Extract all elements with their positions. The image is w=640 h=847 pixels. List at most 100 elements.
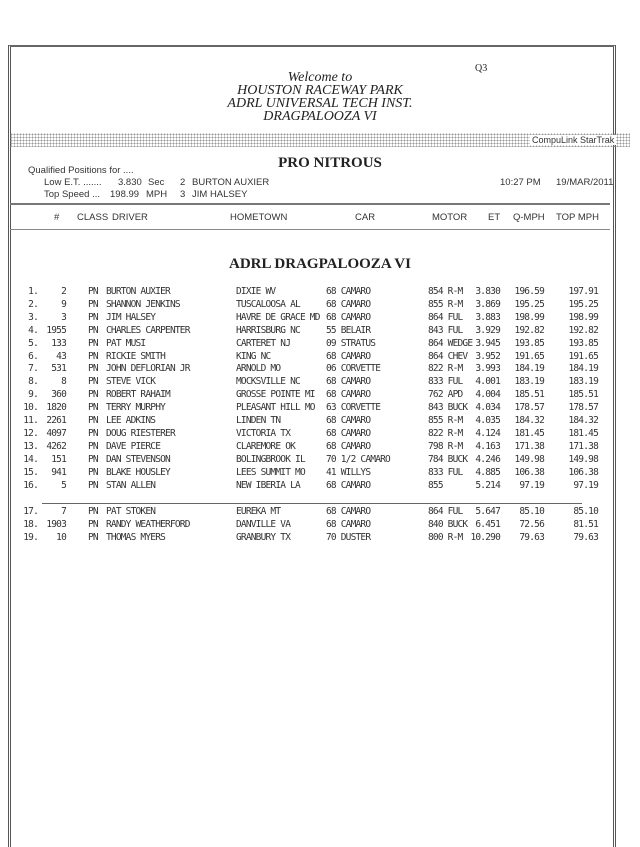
cell-rank: 5.: [28, 337, 39, 349]
cell-hometown: PLEASANT HILL MO: [236, 402, 316, 414]
cell-car-number: 531: [51, 363, 67, 375]
cell-hometown: ARNOLD MO: [236, 363, 281, 375]
cell-hometown: VICTORIA TX: [236, 427, 291, 439]
cell-driver: DOUG RIESTERER: [106, 427, 176, 439]
cell-motor: 864 WEDGE: [428, 337, 473, 349]
cell-q-mph: 97.19: [519, 479, 544, 491]
cell-top-mph: 183.19: [568, 376, 598, 388]
col-driver: DRIVER: [112, 212, 148, 223]
cell-top-mph: 193.85: [568, 337, 598, 349]
cell-q-mph: 181.45: [514, 427, 544, 439]
cell-q-mph: 106.38: [514, 466, 544, 478]
cell-car: 70 DUSTER: [326, 532, 371, 544]
cell-hometown: HARRISBURG NC: [236, 324, 301, 336]
cell-q-mph: 193.85: [514, 337, 544, 349]
page-frame: [8, 45, 616, 847]
low-et-value: 3.830: [118, 177, 142, 188]
table-row: 12. 4097 PN DOUG RIESTERER VICTORIA TX 68 CAM…: [0, 428, 640, 441]
cell-driver: BLAKE HOUSLEY: [106, 466, 171, 478]
cell-top-mph: 184.32: [568, 415, 598, 426]
table-row: 15. 941 PN BLAKE HOUSLEY LEES SUMMIT MO 41 WI…: [0, 467, 640, 480]
cell-top-mph: 181.45: [568, 427, 598, 439]
cell-car-number: 133: [51, 337, 67, 349]
cell-motor: 840 BUCK: [428, 519, 468, 531]
cell-top-mph: 149.98: [568, 453, 598, 465]
cell-hometown: LEES SUMMIT MO: [236, 466, 306, 478]
table-row: 10. 1820 PN TERRY MURPHY PLEASANT HILL MO 63 …: [0, 402, 640, 415]
cell-motor: 855 R-M: [428, 298, 463, 310]
cell-class: PN: [88, 337, 99, 349]
cell-car-number: 10: [56, 532, 67, 544]
cell-et: 4.004: [475, 389, 500, 401]
qualified-label: Qualified Positions for ....: [28, 165, 134, 176]
cell-hometown: CARTERET NJ: [236, 337, 291, 349]
cell-class: PN: [88, 402, 99, 414]
cell-q-mph: 183.19: [514, 376, 544, 388]
cell-car-number: 5: [61, 479, 67, 491]
cell-q-mph: 184.32: [514, 415, 544, 426]
cell-car-number: 941: [51, 466, 67, 478]
cell-et: 5.647: [475, 506, 500, 518]
cell-driver: THOMAS MYERS: [106, 532, 166, 544]
cell-car-number: 8: [61, 376, 67, 388]
cell-car: 68 CAMARO: [326, 311, 371, 323]
cell-q-mph: 192.82: [514, 324, 544, 336]
cell-car: 09 STRATUS: [326, 337, 376, 349]
cell-et: 10.290: [470, 532, 500, 544]
cell-rank: 11.: [23, 415, 39, 426]
cell-class: PN: [88, 415, 99, 426]
cell-car-number: 2261: [46, 415, 66, 426]
cell-rank: 18.: [23, 519, 39, 531]
cell-car: 68 CAMARO: [326, 427, 371, 439]
cell-hometown: BOLINGBROOK IL: [236, 453, 306, 465]
col-qmph: Q-MPH: [513, 212, 545, 223]
cell-car-number: 4262: [46, 440, 66, 452]
cell-et: 4.885: [475, 466, 500, 478]
qualifying-cutoff-line: [42, 503, 582, 504]
cell-rank: 9.: [28, 389, 39, 401]
cell-hometown: EUREKA MT: [236, 506, 281, 518]
cell-class: PN: [88, 427, 99, 439]
column-headers: # CLASS DRIVER HOMETOWN CAR MOTOR ET Q-M…: [0, 212, 640, 225]
welcome-line-3: ADRL UNIVERSAL TECH INST.: [227, 96, 413, 111]
cell-et: 3.945: [475, 337, 500, 349]
cell-car-number: 1903: [46, 519, 66, 531]
cell-driver: JOHN DEFLORIAN JR: [106, 363, 190, 375]
cell-q-mph: 149.98: [514, 453, 544, 465]
event-title: ADRL DRAGPALOOZA VI: [229, 256, 411, 272]
cell-hometown: DANVILLE VA: [236, 519, 291, 531]
col-motor: MOTOR: [432, 212, 468, 223]
low-et-car: 2: [180, 177, 186, 188]
cell-hometown: HAVRE DE GRACE MD: [236, 311, 320, 323]
cell-top-mph: 178.57: [568, 402, 598, 414]
cell-top-mph: 198.99: [568, 311, 598, 323]
cell-hometown: DIXIE WV: [236, 286, 276, 297]
cell-top-mph: 195.25: [568, 298, 598, 310]
cell-hometown: NEW IBERIA LA: [236, 479, 301, 491]
cell-rank: 10.: [23, 402, 39, 414]
cell-car: 68 CAMARO: [326, 506, 371, 518]
cell-class: PN: [88, 532, 99, 544]
cell-class: PN: [88, 453, 99, 465]
cell-motor: 843 BUCK: [428, 402, 468, 414]
top-speed-unit: MPH: [146, 189, 168, 200]
table-row: 19. 10 PN THOMAS MYERS GRANBURY TX 70 DUSTER 8…: [0, 532, 640, 545]
cell-rank: 3.: [28, 311, 39, 323]
cell-q-mph: 196.59: [514, 286, 544, 297]
cell-rank: 4.: [28, 324, 39, 336]
cell-et: 6.451: [475, 519, 500, 531]
cell-top-mph: 197.91: [568, 286, 598, 297]
cell-rank: 12.: [23, 427, 39, 439]
cell-q-mph: 191.65: [514, 350, 544, 362]
cell-car-number: 7: [61, 506, 67, 518]
cell-car-number: 360: [51, 389, 67, 401]
cell-top-mph: 81.51: [573, 519, 598, 531]
top-speed-label: Top Speed ...: [44, 189, 100, 200]
vendor-label: CompuLink StarTrak: [530, 135, 617, 145]
cell-q-mph: 171.38: [514, 440, 544, 452]
cell-top-mph: 185.51: [568, 389, 598, 401]
table-row: 13. 4262 PN DAVE PIERCE CLAREMORE OK 68 CAMAR…: [0, 441, 640, 454]
cell-driver: STAN ALLEN: [106, 479, 156, 491]
cell-motor: 864 FUL: [428, 506, 463, 518]
cell-et: 4.246: [475, 453, 500, 465]
